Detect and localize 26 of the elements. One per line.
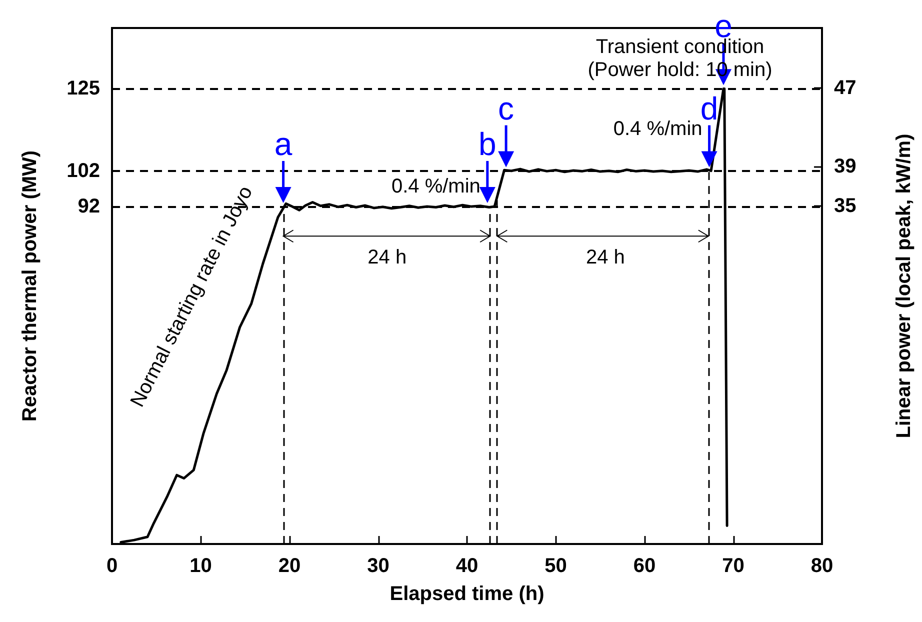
x-tick-label: 80 bbox=[810, 555, 834, 577]
y-tick-label: 125 bbox=[66, 78, 100, 100]
y-axis-title: Reactor thermal power (MW) bbox=[19, 150, 41, 422]
x-tick-label: 40 bbox=[456, 555, 478, 577]
annotation: b bbox=[478, 126, 496, 162]
y2-tick-label: 35 bbox=[834, 194, 856, 217]
y2-axis-title: Linear power (local peak, kW/m) bbox=[893, 134, 915, 438]
y2-tick-label: 39 bbox=[834, 156, 856, 178]
annotation: 0.4 %/min bbox=[613, 118, 702, 140]
annotation: 24 h bbox=[368, 246, 407, 269]
annotation: 0.4 %/min bbox=[391, 175, 480, 198]
x-tick-label: 60 bbox=[633, 555, 656, 577]
y2-tick-label: 47 bbox=[834, 76, 856, 99]
annotation: d bbox=[700, 90, 718, 126]
annotation: c bbox=[498, 90, 514, 126]
x-tick-label: 30 bbox=[367, 555, 390, 577]
x-axis-title: Elapsed time (h) bbox=[390, 583, 544, 605]
x-tick-label: 70 bbox=[722, 555, 744, 577]
x-tick-label: 10 bbox=[190, 555, 212, 577]
x-tick-label: 50 bbox=[544, 555, 567, 577]
annotation: 24 h bbox=[586, 246, 625, 269]
y-tick-label: 102 bbox=[66, 160, 100, 182]
y-tick-label: 92 bbox=[78, 196, 100, 218]
annotation: a bbox=[274, 126, 292, 162]
x-tick-label: 0 bbox=[106, 555, 118, 577]
x-tick-label: 20 bbox=[278, 555, 301, 577]
